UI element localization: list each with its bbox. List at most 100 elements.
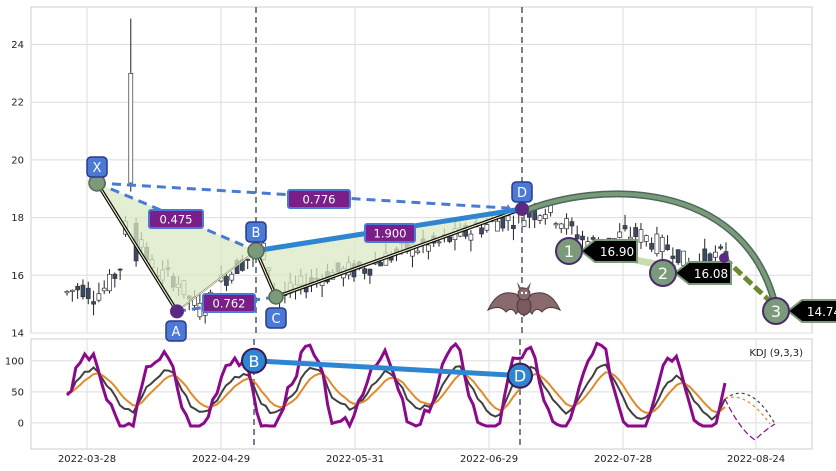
price-tick-label: 22 (11, 98, 24, 109)
pattern-point-marker (268, 289, 284, 305)
pattern-point-label-box (265, 307, 287, 329)
kdj-projection (724, 392, 776, 425)
candle (511, 224, 516, 230)
x-tick-label: 2022-08-24 (727, 454, 785, 465)
x-tick-label: 2022-04-29 (192, 454, 250, 465)
target-value: 16.90 (600, 245, 634, 259)
candle (415, 250, 421, 253)
pattern-point-label: B (252, 226, 261, 241)
pattern-point-marker (247, 242, 265, 260)
kdj-tick-label: 0 (18, 418, 24, 429)
pattern-leg-highlight (275, 208, 523, 298)
target-circle (649, 259, 677, 287)
candle (484, 224, 490, 231)
pattern-point-label-box (86, 156, 108, 178)
x-tick-label: 2022-05-31 (326, 454, 384, 465)
target-arrow (673, 261, 732, 285)
candle (564, 218, 569, 230)
candle (69, 289, 75, 292)
candle (117, 268, 123, 271)
price-tick-label: 24 (11, 40, 24, 51)
pattern-point-marker (170, 304, 184, 319)
candle (80, 284, 86, 298)
candle (495, 220, 500, 232)
candle (633, 227, 639, 237)
target-circle (762, 297, 790, 325)
candle (64, 291, 70, 294)
candle (643, 235, 649, 242)
candle (96, 293, 102, 301)
projection-arc (521, 192, 776, 301)
target-marker (719, 253, 729, 263)
ratio-box (202, 293, 256, 313)
candle (224, 276, 229, 286)
candle (101, 287, 107, 292)
pattern-point-marker (515, 201, 529, 216)
pattern-point-label: A (172, 325, 181, 340)
kdj-projection (724, 396, 771, 425)
candle (681, 250, 686, 266)
candle (580, 235, 585, 241)
candle (112, 273, 118, 279)
x-tick-label: 2022-07-28 (594, 454, 652, 465)
candle (500, 217, 506, 229)
target-arrow (786, 299, 836, 323)
candle (128, 73, 134, 184)
target-number: 2 (658, 264, 668, 283)
candle (426, 244, 431, 252)
candle (362, 268, 367, 274)
candle (649, 243, 654, 250)
candle (622, 225, 628, 230)
price-tick-label: 16 (11, 271, 24, 282)
candle (558, 223, 564, 229)
pattern-leg-highlight (176, 250, 257, 312)
bat-ear (526, 282, 531, 290)
candle (659, 236, 665, 252)
pattern-leg-highlight (96, 182, 178, 312)
candle (447, 236, 452, 242)
ratio-label: 0.762 (213, 297, 246, 311)
x-tick-label: 2022-03-28 (58, 454, 116, 465)
pattern-point-label-box (511, 181, 533, 203)
bat-eye (524, 291, 528, 295)
candle (91, 301, 96, 305)
kdj-point-label: B (249, 352, 260, 371)
candle (654, 233, 660, 255)
kdj-j-line (65, 341, 727, 430)
kdj-projection (724, 398, 776, 441)
candle (553, 223, 559, 226)
target-circle (555, 237, 583, 265)
candle (675, 249, 681, 264)
ratio-label: 0.475 (160, 213, 193, 227)
candle (197, 302, 203, 318)
candle (638, 229, 644, 243)
bat-head (517, 287, 531, 301)
pattern-point-label: D (517, 186, 527, 201)
candle (702, 248, 708, 263)
candle (713, 251, 718, 258)
candle (367, 268, 373, 276)
pattern-point-label-box (165, 320, 187, 342)
price-tick-label: 14 (11, 329, 24, 340)
candle (617, 231, 623, 238)
target-path (722, 256, 776, 307)
xab-triangle (97, 182, 256, 312)
kdj-title: KDJ (9,3,3) (749, 348, 803, 359)
ratio-label: 0.776 (303, 193, 336, 207)
target-value: 16.08 (694, 267, 728, 281)
ratio-label: 1.900 (374, 227, 407, 241)
pattern-point-label: X (93, 161, 102, 176)
kdj-tick-label: 50 (11, 387, 24, 398)
kdj-point-marker (241, 347, 267, 374)
candle (670, 255, 676, 259)
target-number: 3 (771, 302, 781, 321)
candle (75, 285, 80, 291)
candle (378, 261, 383, 267)
candle (107, 273, 112, 292)
bat-mascot (486, 282, 562, 318)
candle (479, 227, 484, 235)
target-value: 14.74 (807, 305, 836, 319)
ratio-box (287, 189, 351, 209)
kdj-point-marker (507, 362, 533, 389)
